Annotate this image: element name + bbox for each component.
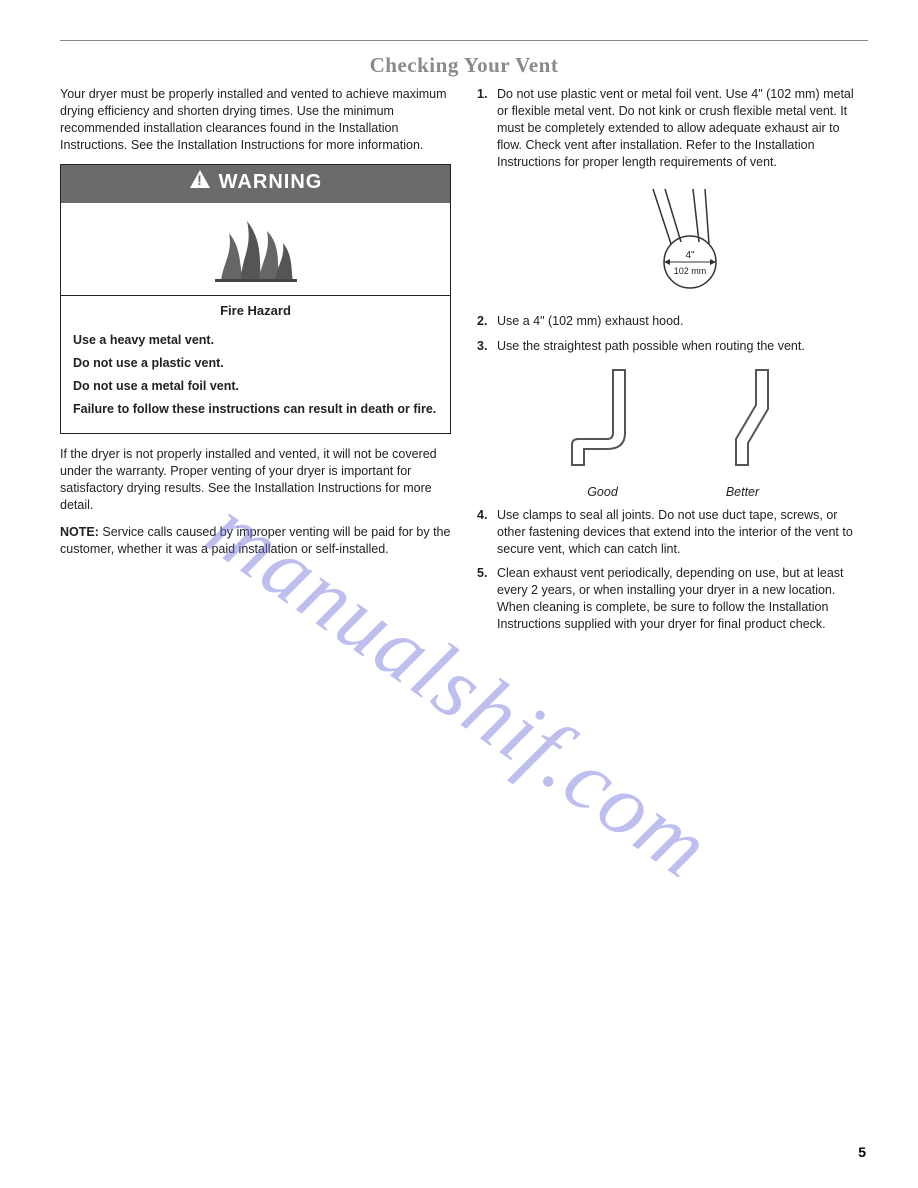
hazard-line: Failure to follow these instructions can…	[73, 401, 438, 418]
diagram-label-mm: 102 mm	[673, 266, 706, 276]
svg-text:!: !	[197, 172, 203, 188]
warning-triangle-icon: !	[189, 169, 211, 197]
step-number: 4.	[477, 507, 497, 558]
step-text: Use clamps to seal all joints. Do not us…	[497, 507, 868, 558]
note-paragraph: NOTE: Service calls caused by improper v…	[60, 524, 451, 558]
routing-better-label: Better	[698, 484, 788, 501]
step-number: 5.	[477, 565, 497, 633]
warning-box: ! WARNING Fire Hazard Use	[60, 164, 451, 435]
flame-illustration	[61, 203, 450, 297]
step-number: 1.	[477, 86, 497, 170]
hazard-line: Do not use a plastic vent.	[73, 355, 438, 372]
better-vent-icon	[698, 365, 788, 475]
hazard-line: Use a heavy metal vent.	[73, 332, 438, 349]
diagram-label-inches: 4"	[685, 250, 695, 261]
step-number: 3.	[477, 338, 497, 355]
vent-tube-icon: 4" 102 mm	[613, 184, 733, 294]
steps-list-2: 2. Use a 4" (102 mm) exhaust hood. 3. Us…	[477, 313, 868, 355]
steps-list: 1. Do not use plastic vent or metal foil…	[477, 86, 868, 170]
note-label: NOTE:	[60, 525, 99, 539]
top-rule	[60, 40, 868, 41]
steps-list-3: 4. Use clamps to seal all joints. Do not…	[477, 507, 868, 633]
routing-good: Good	[558, 365, 648, 501]
vent-diameter-diagram: 4" 102 mm	[477, 184, 868, 299]
content-columns: Your dryer must be properly installed an…	[60, 86, 868, 641]
step-item: 5. Clean exhaust vent periodically, depe…	[477, 565, 868, 633]
step-text: Do not use plastic vent or metal foil ve…	[497, 86, 868, 170]
note-text: Service calls caused by improper venting…	[60, 525, 450, 556]
step-item: 1. Do not use plastic vent or metal foil…	[477, 86, 868, 170]
right-column: 1. Do not use plastic vent or metal foil…	[477, 86, 868, 641]
post-warning-paragraph: If the dryer is not properly installed a…	[60, 446, 451, 514]
intro-paragraph: Your dryer must be properly installed an…	[60, 86, 451, 154]
step-number: 2.	[477, 313, 497, 330]
page-number: 5	[858, 1144, 866, 1160]
warning-header-text: WARNING	[219, 169, 323, 196]
routing-better: Better	[698, 365, 788, 501]
page-title: Checking Your Vent	[60, 53, 868, 78]
warning-header: ! WARNING	[61, 165, 450, 203]
step-text: Use a 4" (102 mm) exhaust hood.	[497, 313, 868, 330]
left-column: Your dryer must be properly installed an…	[60, 86, 451, 641]
flame-icon	[211, 213, 301, 283]
good-vent-icon	[558, 365, 648, 475]
routing-good-label: Good	[558, 484, 648, 501]
step-item: 2. Use a 4" (102 mm) exhaust hood.	[477, 313, 868, 330]
step-item: 4. Use clamps to seal all joints. Do not…	[477, 507, 868, 558]
step-text: Use the straightest path possible when r…	[497, 338, 868, 355]
hazard-line: Do not use a metal foil vent.	[73, 378, 438, 395]
step-item: 3. Use the straightest path possible whe…	[477, 338, 868, 355]
hazard-label: Fire Hazard	[61, 296, 450, 322]
routing-diagram-row: Good Better	[477, 365, 868, 501]
step-text: Clean exhaust vent periodically, dependi…	[497, 565, 868, 633]
hazard-body: Use a heavy metal vent. Do not use a pla…	[61, 322, 450, 434]
